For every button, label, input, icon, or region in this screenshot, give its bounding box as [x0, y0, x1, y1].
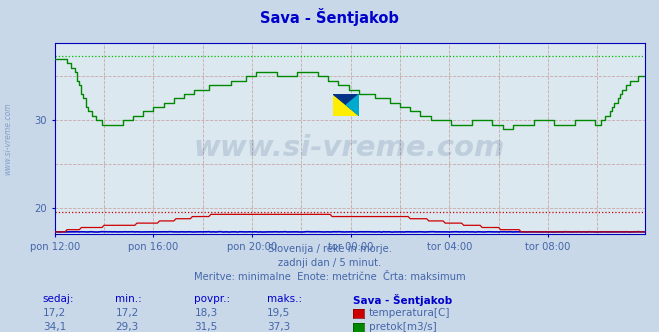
Text: 17,2: 17,2	[43, 308, 66, 318]
Text: 37,3: 37,3	[267, 322, 290, 332]
Text: maks.:: maks.:	[267, 294, 302, 304]
Text: pretok[m3/s]: pretok[m3/s]	[369, 322, 437, 332]
Text: Sava - Šentjakob: Sava - Šentjakob	[353, 294, 452, 306]
Text: povpr.:: povpr.:	[194, 294, 231, 304]
Text: sedaj:: sedaj:	[43, 294, 74, 304]
Polygon shape	[333, 94, 360, 116]
Polygon shape	[333, 94, 360, 116]
Text: 31,5: 31,5	[194, 322, 217, 332]
Text: 19,5: 19,5	[267, 308, 290, 318]
Text: min.:: min.:	[115, 294, 142, 304]
Text: temperatura[C]: temperatura[C]	[369, 308, 451, 318]
Text: 18,3: 18,3	[194, 308, 217, 318]
Text: zadnji dan / 5 minut.: zadnji dan / 5 minut.	[278, 258, 381, 268]
Polygon shape	[347, 94, 360, 116]
Text: 29,3: 29,3	[115, 322, 138, 332]
Text: Slovenija / reke in morje.: Slovenija / reke in morje.	[268, 244, 391, 254]
Text: www.si-vreme.com: www.si-vreme.com	[3, 102, 13, 175]
Text: 34,1: 34,1	[43, 322, 66, 332]
Text: Meritve: minimalne  Enote: metrične  Črta: maksimum: Meritve: minimalne Enote: metrične Črta:…	[194, 272, 465, 282]
Text: Sava - Šentjakob: Sava - Šentjakob	[260, 8, 399, 26]
Text: www.si-vreme.com: www.si-vreme.com	[194, 134, 505, 162]
Text: 17,2: 17,2	[115, 308, 138, 318]
